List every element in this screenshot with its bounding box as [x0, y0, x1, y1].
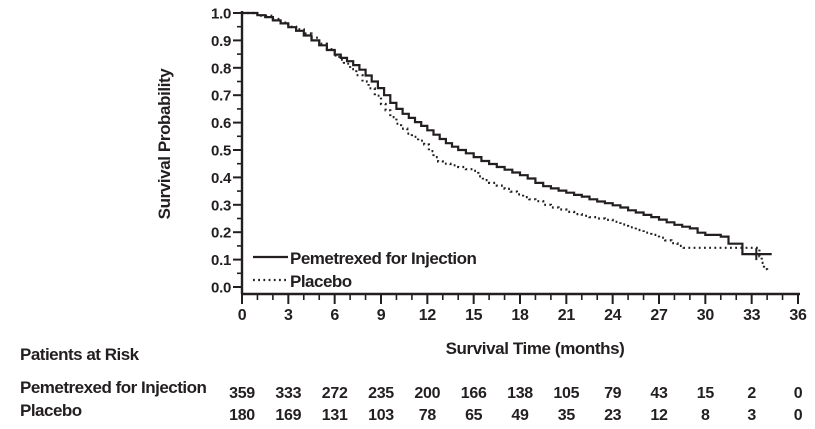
- risk-counts: 359 333 272 235 200 166 138 105 79 43 15 2 0 180 169 13…: [229, 385, 803, 424]
- risk-count: 166: [461, 385, 487, 402]
- y-tick-label: 0.0: [211, 280, 231, 297]
- curve-placebo: [242, 11, 769, 271]
- risk-count: 333: [275, 385, 301, 402]
- risk-count: 65: [465, 407, 483, 424]
- y-tick-label: 0.5: [211, 143, 231, 160]
- risk-count: 0: [794, 385, 803, 402]
- x-tick-label: 21: [558, 307, 576, 324]
- risk-row-label-placebo: Placebo: [20, 401, 82, 420]
- risk-row-label-pemetrexed: Pemetrexed for Injection: [20, 378, 207, 397]
- y-tick-label: 0.1: [211, 252, 231, 269]
- risk-table-title: Patients at Risk: [20, 345, 140, 364]
- risk-count: 43: [650, 385, 668, 402]
- x-tick-label: 0: [238, 307, 247, 324]
- risk-count: 131: [322, 407, 348, 424]
- x-tick-label: 3: [284, 307, 293, 324]
- risk-count: 78: [419, 407, 437, 424]
- censor-marks: [752, 248, 761, 261]
- y-tick-label: 0.7: [211, 88, 231, 105]
- y-tick-label: 0.2: [211, 225, 231, 242]
- x-tick-label: 27: [650, 307, 668, 324]
- legend-label-pemetrexed: Pemetrexed for Injection: [290, 249, 477, 268]
- x-tick-label: 15: [465, 307, 483, 324]
- risk-count: 169: [275, 407, 301, 424]
- risk-count: 23: [604, 407, 622, 424]
- y-tick-label: 1.0: [211, 6, 231, 23]
- risk-count: 2: [747, 385, 756, 402]
- risk-count: 79: [604, 385, 622, 402]
- risk-count: 138: [507, 385, 533, 402]
- curve-pemetrexed: [242, 11, 772, 256]
- x-tick-label: 24: [604, 307, 622, 324]
- y-tick-label: 0.4: [211, 170, 232, 187]
- risk-count: 359: [229, 385, 255, 402]
- x-tick-label: 12: [419, 307, 437, 324]
- risk-count: 272: [322, 385, 348, 402]
- y-tick-label: 0.3: [211, 197, 231, 214]
- risk-count: 235: [368, 385, 394, 402]
- y-tick-label: 0.9: [211, 33, 231, 50]
- x-axis-title: Survival Time (months): [446, 339, 625, 358]
- x-tick-label: 36: [789, 307, 807, 324]
- risk-count: 200: [414, 385, 440, 402]
- risk-count: 15: [697, 385, 715, 402]
- y-axis-title: Survival Probability: [155, 68, 174, 220]
- risk-count: 3: [747, 407, 756, 424]
- x-tick-label: 9: [377, 307, 386, 324]
- risk-count: 103: [368, 407, 394, 424]
- x-tick-label: 30: [697, 307, 715, 324]
- axes: [233, 11, 800, 304]
- survival-curves: [242, 11, 772, 271]
- x-tick-label: 18: [511, 307, 529, 324]
- legend-label-placebo: Placebo: [290, 272, 352, 291]
- x-axis-tick-labels: 0 3 6 9 12 15 18 21 24 27 30 33 36: [238, 307, 808, 324]
- risk-count: 105: [553, 385, 579, 402]
- x-tick-label: 6: [330, 307, 339, 324]
- y-tick-label: 0.8: [211, 60, 231, 77]
- risk-count: 12: [650, 407, 668, 424]
- x-tick-label: 33: [743, 307, 761, 324]
- risk-count: 49: [511, 407, 529, 424]
- risk-count: 0: [794, 407, 803, 424]
- risk-count: 8: [701, 407, 710, 424]
- y-axis-tick-labels: 1.0 0.9 0.8 0.7 0.6 0.5 0.4 0.3 0.2 0.1 0.0: [211, 6, 232, 297]
- legend: Pemetrexed for Injection Placebo: [253, 249, 477, 291]
- y-tick-label: 0.6: [211, 115, 231, 132]
- patients-at-risk-table: Patients at Risk Pemetrexed for Injectio…: [20, 345, 803, 424]
- risk-count: 35: [558, 407, 576, 424]
- risk-count: 180: [229, 407, 255, 424]
